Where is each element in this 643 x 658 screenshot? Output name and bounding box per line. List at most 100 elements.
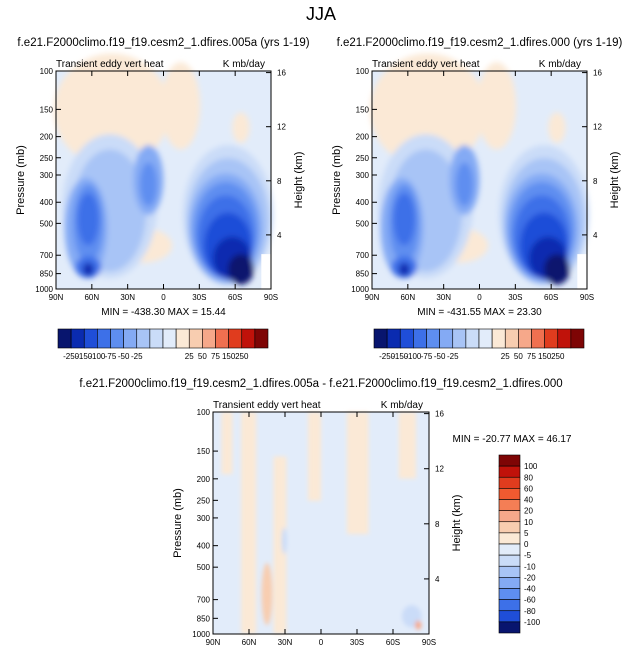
colorbar-swatch — [110, 328, 124, 349]
colorbar-label: 40 — [524, 496, 533, 505]
contour-region — [455, 162, 474, 207]
x-tick-label: 0 — [161, 293, 166, 302]
y2-tick-label: 12 — [277, 123, 286, 132]
y2-tick-label: 16 — [277, 69, 286, 78]
y2-tick-label: 12 — [593, 123, 602, 132]
colorbar-label: -50 — [434, 352, 446, 361]
y-tick-label: 700 — [356, 251, 370, 260]
y-tick-label: 250 — [40, 154, 54, 163]
colorbar-swatch — [241, 328, 256, 349]
colorbar-label: 75 — [527, 352, 536, 361]
contour-region — [369, 53, 486, 167]
y2-tick-label: 4 — [277, 231, 282, 240]
contour-region — [139, 162, 158, 207]
x-tick-label: 30S — [508, 293, 522, 302]
missing-data-region — [577, 254, 587, 289]
colorbar-label: -80 — [524, 607, 536, 616]
y-tick-label: 150 — [40, 105, 54, 114]
y2-tick-label: 8 — [277, 177, 282, 186]
colorbar-label: -75 — [421, 352, 433, 361]
y-tick-label: 250 — [356, 154, 370, 163]
panel-top-right: f.e21.F2000climo.f19_f19.cesm2_1.dfires.… — [331, 37, 623, 361]
y-tick-label: 700 — [40, 251, 54, 260]
colorbar-swatch — [531, 328, 545, 349]
x-tick-label: 90N — [206, 638, 221, 647]
contour-region — [82, 262, 94, 276]
colorbar-swatch — [498, 610, 521, 623]
y-tick-label: 700 — [197, 596, 211, 605]
contour-region — [273, 456, 287, 634]
units-label: K mb/day — [223, 59, 265, 70]
colorbar-swatch — [399, 328, 414, 349]
contour-region — [477, 62, 517, 150]
contour-region — [544, 254, 570, 285]
colorbar-swatch — [498, 621, 521, 634]
colorbar-swatch — [570, 328, 585, 349]
y-tick-label: 100 — [197, 408, 211, 417]
x-tick-label: 30S — [192, 293, 206, 302]
min-max-stats: MIN = -431.55 MAX = 23.30 — [417, 307, 542, 318]
y2-axis-label: Height (km) — [293, 152, 305, 209]
x-tick-label: 30N — [278, 638, 293, 647]
colorbar-label: 60 — [524, 484, 533, 493]
y-tick-label: 500 — [356, 219, 370, 228]
x-tick-label: 30N — [120, 293, 135, 302]
y-tick-label: 850 — [40, 270, 54, 279]
contour-region — [281, 527, 287, 555]
variable-label: Transient eddy vert heat — [372, 59, 480, 70]
colorbar-swatch — [70, 328, 85, 349]
y-tick-label: 100 — [40, 67, 54, 76]
contour-region — [77, 193, 99, 246]
colorbar-swatch — [504, 328, 519, 349]
colorbar-label: 250 — [235, 352, 249, 361]
colorbar-swatch — [123, 328, 138, 349]
colorbar-swatch — [478, 328, 493, 349]
colorbar-swatch — [452, 328, 467, 349]
colorbar-label: -25 — [131, 352, 143, 361]
colorbar-swatch — [498, 476, 521, 489]
colorbar-swatch — [498, 565, 521, 578]
colorbar-swatch — [518, 328, 532, 349]
y-tick-label: 150 — [197, 447, 211, 456]
colorbar-label: -25 — [447, 352, 459, 361]
y-tick-label: 1000 — [35, 285, 53, 294]
units-label: K mb/day — [381, 400, 423, 411]
colorbar-label: 50 — [514, 352, 523, 361]
colorbar-swatch — [498, 454, 521, 467]
colorbar-label: 0 — [524, 540, 529, 549]
y-tick-label: 300 — [356, 171, 370, 180]
colorbar-label: -60 — [524, 596, 536, 605]
y-tick-label: 1000 — [192, 630, 210, 639]
colorbar-label: -250 — [63, 352, 80, 361]
contour-region — [221, 412, 233, 475]
y-tick-label: 300 — [40, 171, 54, 180]
y-tick-label: 400 — [40, 198, 54, 207]
x-tick-label: 60N — [242, 638, 257, 647]
colorbar-label: -100 — [89, 352, 106, 361]
colorbar-swatch — [557, 328, 572, 349]
contour-fills — [369, 53, 590, 285]
y-tick-label: 500 — [40, 219, 54, 228]
colorbar-swatch — [373, 328, 388, 349]
colorbar-swatch — [162, 328, 177, 349]
colorbar-swatch — [83, 328, 98, 349]
y-tick-label: 100 — [356, 67, 370, 76]
x-tick-label: 90N — [365, 293, 380, 302]
contour-region — [398, 412, 417, 479]
colorbar-swatch — [498, 599, 521, 612]
x-tick-label: 30S — [350, 638, 364, 647]
y-tick-label: 150 — [356, 105, 370, 114]
colorbar-swatch — [498, 554, 521, 567]
y2-tick-label: 12 — [435, 465, 444, 474]
colorbar-label: -75 — [105, 352, 117, 361]
colorbar-label: 100 — [524, 462, 538, 471]
contour-region — [241, 412, 257, 634]
x-tick-label: 90N — [49, 293, 64, 302]
colorbar-swatch — [215, 328, 229, 349]
y-axis-label: Pressure (mb) — [15, 145, 27, 215]
colorbar-label: -150 — [76, 352, 93, 361]
colorbar-swatch — [426, 328, 440, 349]
y-tick-label: 850 — [197, 614, 211, 623]
x-tick-label: 90S — [264, 293, 278, 302]
colorbar-swatch — [498, 465, 521, 478]
